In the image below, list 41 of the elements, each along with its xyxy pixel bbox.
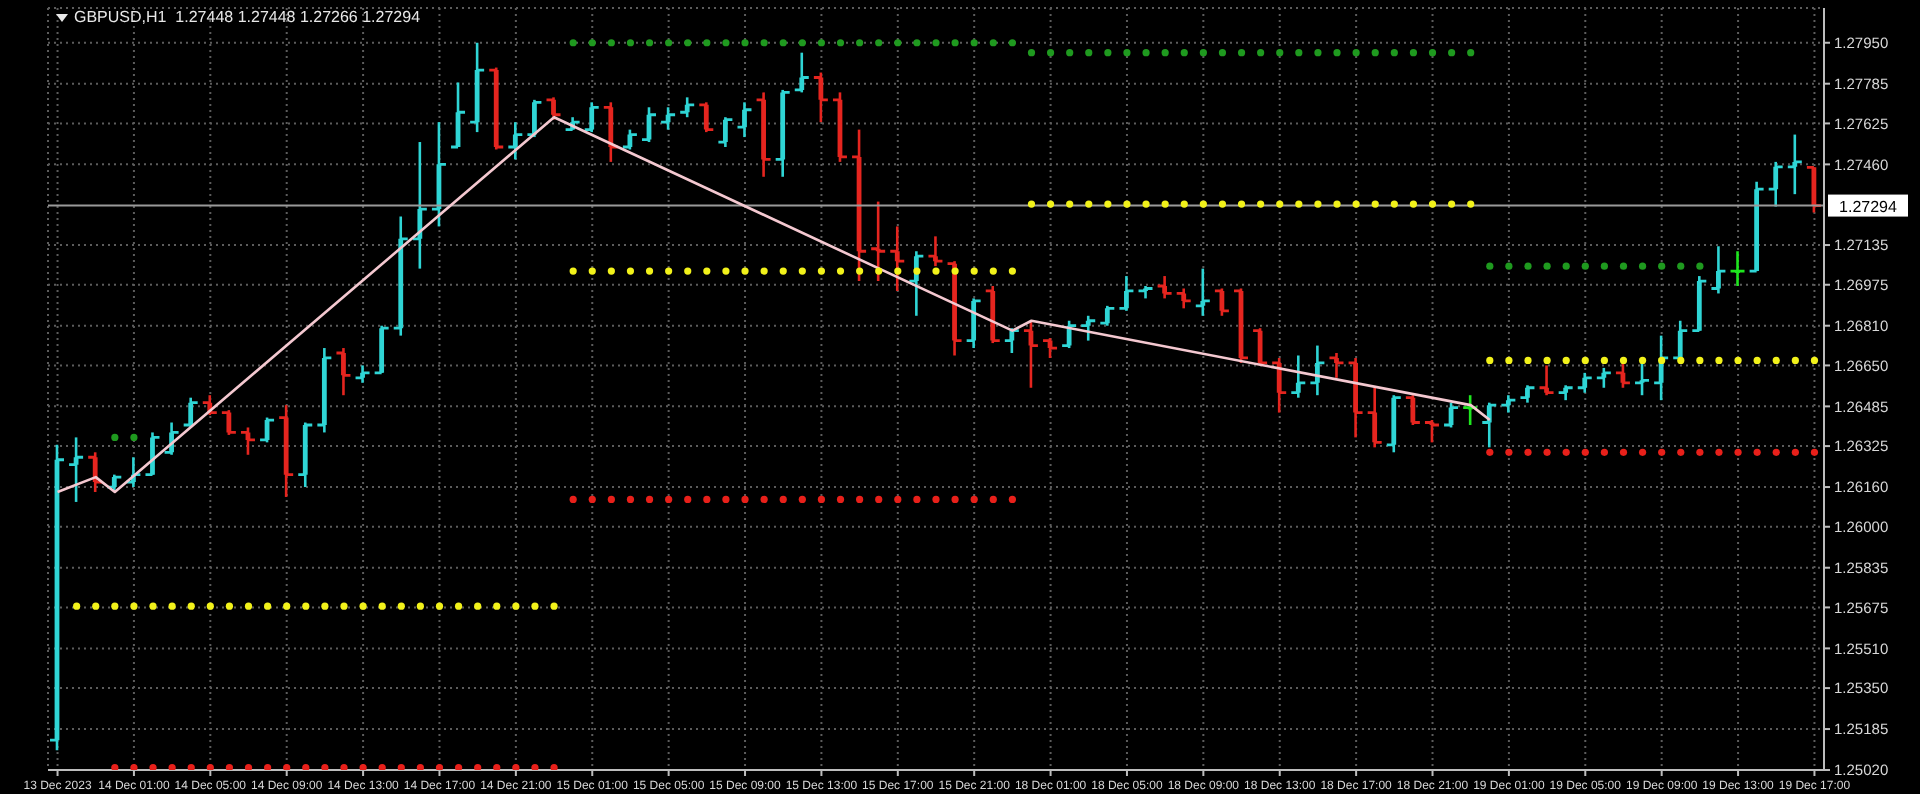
candlestick [966,297,981,350]
candlestick [1577,371,1592,395]
candlestick [1081,314,1096,342]
candlestick [1596,366,1611,390]
candlestick [603,101,618,164]
candlestick [1539,364,1554,397]
candlestick [680,96,695,119]
candlestick [813,71,828,124]
chart-title: GBPUSD,H1 1.27448 1.27448 1.27266 1.27294 [74,8,421,26]
candlestick [699,101,714,134]
ref-line-label: 1.27294 [1839,197,1899,216]
candlestick [1635,356,1650,397]
candlestick [508,120,523,161]
candlestick [1062,319,1077,350]
candlestick [1787,133,1802,196]
candlestick [527,98,542,139]
candlestick [1176,287,1191,310]
candlestick [1482,401,1497,449]
candlestick [1367,386,1382,449]
candlestick [1405,393,1420,427]
candlestick [1711,244,1726,295]
candlestick [718,115,733,149]
candlestick [374,324,389,375]
candlestick [145,431,160,477]
candlestick [584,101,599,134]
candlestick [336,346,351,397]
candlestick [546,96,561,121]
candlestick [183,396,198,429]
candlestick [1768,160,1783,208]
candlestick [890,225,905,293]
candlestick [1119,274,1134,313]
candlestick [1673,319,1688,365]
candlestick [737,101,752,139]
candlestick [221,408,236,437]
candlestick [794,51,809,94]
candlestick [1195,267,1210,318]
candlestick [928,235,943,268]
candlestick [1272,356,1287,414]
candlestick [1291,354,1306,399]
candlestick [1100,304,1115,328]
candlestick [871,200,886,283]
